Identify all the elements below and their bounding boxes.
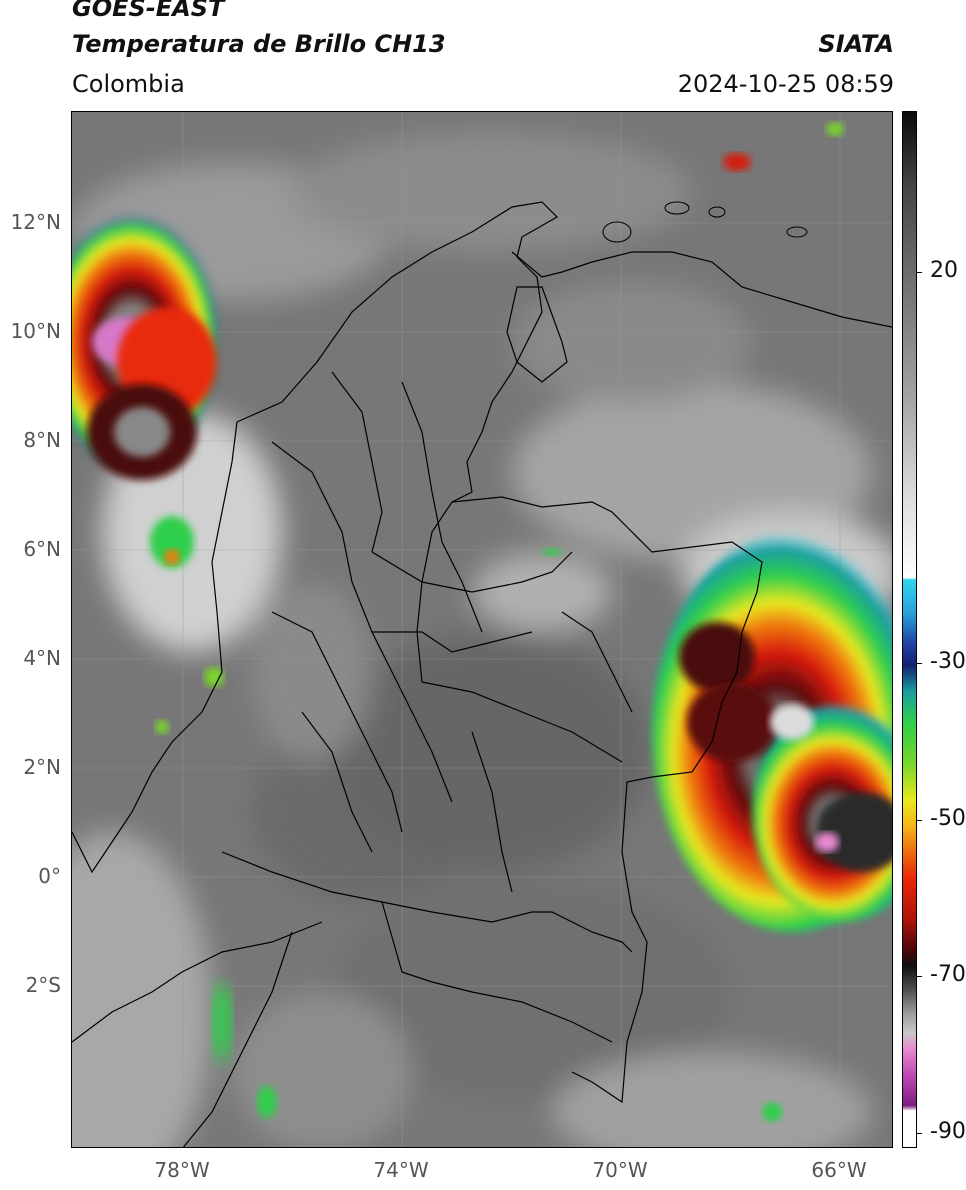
colorbar-tick [917, 976, 922, 977]
colorbar-label-minus30: -30 [930, 649, 966, 674]
colorbar-label-minus50: -50 [930, 806, 966, 831]
borders [72, 201, 892, 1147]
region-label: Colombia [72, 70, 185, 98]
organization-label: SIATA [818, 30, 894, 58]
islands [602, 201, 808, 243]
lon-label-74w: 74°W [373, 1158, 429, 1182]
colorbar-label-minus70: -70 [930, 962, 966, 987]
small-cells [155, 122, 844, 1122]
colorbar-tick [917, 272, 922, 273]
lat-label-10n: 10°N [10, 319, 61, 343]
lat-label-2n: 2°N [23, 755, 61, 779]
satellite-map[interactable] [71, 111, 893, 1148]
colorbar-label-20: 20 [930, 258, 958, 283]
lat-label-12n: 12°N [10, 210, 61, 234]
lon-label-66w: 66°W [811, 1158, 867, 1182]
lat-label-2s: 2°S [25, 973, 61, 997]
lat-label-4n: 4°N [23, 646, 61, 670]
lon-label-70w: 70°W [592, 1158, 648, 1182]
colorbar-label-minus90: -90 [930, 1119, 966, 1144]
storm-northwest [72, 212, 222, 568]
colorbar-tick [917, 663, 922, 664]
lat-label-0: 0° [38, 864, 61, 888]
lat-label-8n: 8°N [23, 428, 61, 452]
product-title: Temperatura de Brillo CH13 [72, 30, 446, 58]
lat-label-6n: 6°N [23, 537, 61, 561]
map-canvas [72, 112, 892, 1147]
satellite-title: GOES-EAST [72, 0, 225, 22]
storm-east [652, 532, 892, 932]
colorbar-tick [917, 1133, 922, 1134]
timestamp-label: 2024-10-25 08:59 [677, 70, 894, 98]
lon-label-78w: 78°W [154, 1158, 210, 1182]
temperature-colorbar [902, 111, 917, 1148]
colorbar-tick [917, 820, 922, 821]
